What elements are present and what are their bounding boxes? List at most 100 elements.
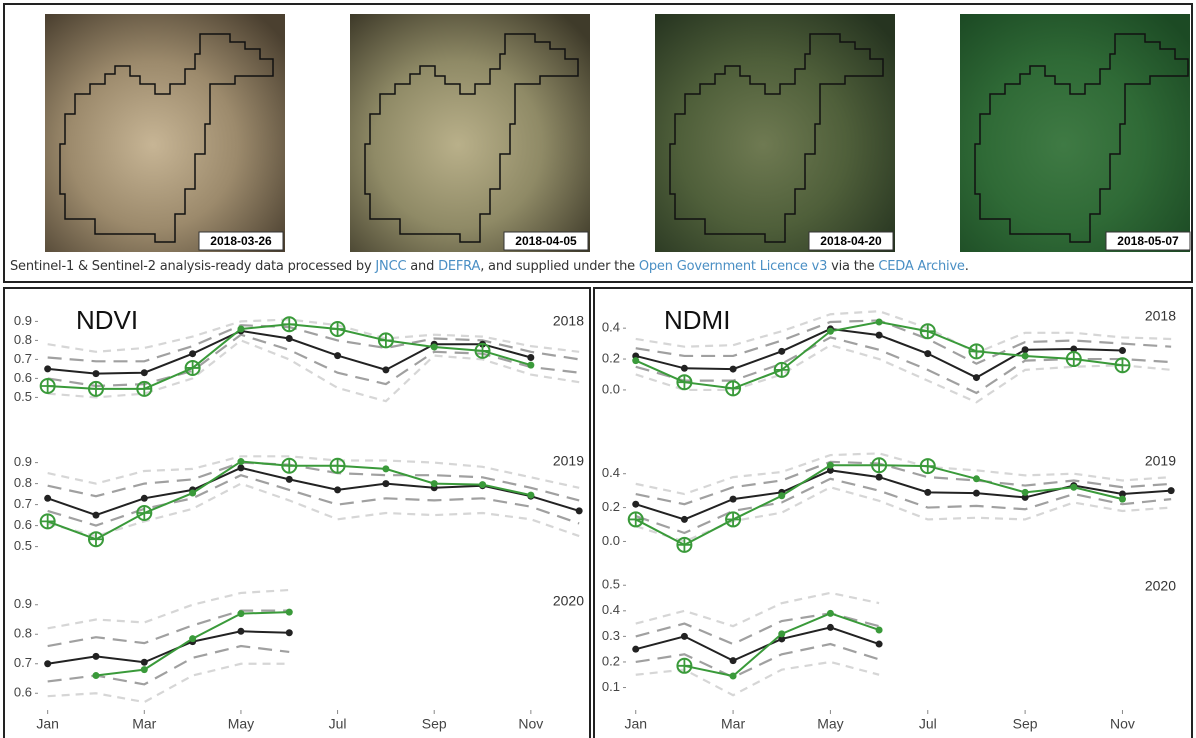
point <box>1118 495 1126 503</box>
caption-text: Sentinel-1 & Sentinel-2 analysis-ready d… <box>10 259 376 274</box>
image-date: 2018-04-20 <box>820 234 882 248</box>
band-line <box>47 461 580 502</box>
flagged-point <box>474 342 491 359</box>
x-tick-label: Jul <box>919 716 937 732</box>
point-cross <box>726 381 741 396</box>
flagged-point <box>329 321 346 337</box>
point <box>575 507 583 515</box>
y-tick-label: 0.2 <box>602 499 620 514</box>
point-cross <box>282 317 297 332</box>
image-date: 2018-05-07 <box>1117 234 1179 248</box>
y-tick-label: 0.8 <box>14 475 32 490</box>
point <box>44 660 52 668</box>
year-label: 2020 <box>1145 578 1176 594</box>
point <box>778 492 786 500</box>
flagged-point <box>136 505 153 521</box>
band-line <box>47 588 290 630</box>
x-tick-label: Jul <box>329 716 347 732</box>
band-line <box>635 660 880 697</box>
y-tick-label: 0.5 <box>602 577 620 592</box>
band-line <box>635 486 1172 543</box>
point-cross <box>628 512 643 527</box>
point <box>1021 352 1029 360</box>
link[interactable]: DEFRA <box>438 259 481 274</box>
point <box>729 672 737 680</box>
y-tick-label: 0.9 <box>14 596 32 611</box>
flagged-point <box>676 657 693 674</box>
point-cross <box>677 658 692 673</box>
flagged-point <box>281 316 298 333</box>
image-bg <box>960 14 1190 252</box>
point <box>527 354 535 361</box>
date-box <box>503 231 589 251</box>
point <box>680 632 688 640</box>
point-cross <box>378 333 393 348</box>
ndvi-panel <box>3 287 591 738</box>
point <box>1021 346 1029 354</box>
point-cross <box>282 458 297 473</box>
point <box>237 610 245 618</box>
flagged-point <box>676 536 693 553</box>
point <box>479 481 487 489</box>
date-box <box>1105 231 1191 251</box>
point-cross <box>774 362 789 377</box>
point <box>334 486 342 494</box>
y-tick-label: 0.5 <box>14 538 32 553</box>
x-tick-label: Jan <box>624 716 647 732</box>
flagged-point <box>627 511 644 528</box>
band-line <box>635 319 1172 365</box>
satellite-image: 2018-04-20 <box>655 14 895 252</box>
point-cross <box>137 381 152 396</box>
link[interactable]: JNCC <box>375 259 407 274</box>
point-cross <box>330 322 345 336</box>
flagged-point <box>39 513 56 530</box>
series-line <box>635 626 880 662</box>
satellite-image: 2018-05-07 <box>960 14 1191 252</box>
image-date: 2018-03-26 <box>210 234 272 248</box>
year-label: 2019 <box>553 453 584 469</box>
flagged-point <box>136 380 153 397</box>
point-cross <box>88 532 103 547</box>
y-tick-label: 0.3 <box>602 628 620 643</box>
point <box>778 347 786 355</box>
band-line <box>635 477 1172 535</box>
caption-text: . <box>964 259 969 274</box>
point-cross <box>137 506 152 520</box>
band-line <box>635 336 1172 395</box>
satellite-image: 2018-03-26 <box>45 14 285 252</box>
x-tick-label: Sep <box>1013 716 1038 732</box>
y-tick-label: 0.4 <box>602 465 620 480</box>
link[interactable]: CEDA Archive <box>878 259 965 274</box>
point <box>527 491 535 499</box>
flagged-point <box>725 511 742 528</box>
point <box>92 370 100 378</box>
point <box>1167 487 1175 495</box>
point-cross <box>920 324 935 339</box>
flagged-point <box>725 380 742 397</box>
band-line <box>47 662 290 704</box>
flagged-point <box>919 323 936 340</box>
caption-text: via the <box>827 259 879 274</box>
point <box>875 626 883 634</box>
y-tick-label: 0.8 <box>14 626 32 641</box>
band-line <box>47 324 580 363</box>
point <box>189 489 197 497</box>
point <box>140 494 148 502</box>
x-tick-label: May <box>228 716 254 732</box>
x-tick-label: Mar <box>721 716 745 732</box>
point <box>632 645 640 653</box>
flagged-point <box>773 361 790 378</box>
point <box>875 331 883 339</box>
point-cross <box>920 459 935 474</box>
flagged-point <box>87 380 104 397</box>
band-line <box>635 343 1172 404</box>
y-tick-label: 0.6 <box>14 517 32 532</box>
y-tick-label: 0.1 <box>602 679 620 694</box>
point <box>632 500 640 508</box>
ndmi-panel <box>593 287 1193 738</box>
y-tick-label: 0.7 <box>14 351 32 366</box>
point <box>826 466 834 474</box>
link[interactable]: Open Government Licence v3 <box>638 259 828 274</box>
year-label: 2020 <box>553 593 584 609</box>
point <box>1118 347 1126 355</box>
